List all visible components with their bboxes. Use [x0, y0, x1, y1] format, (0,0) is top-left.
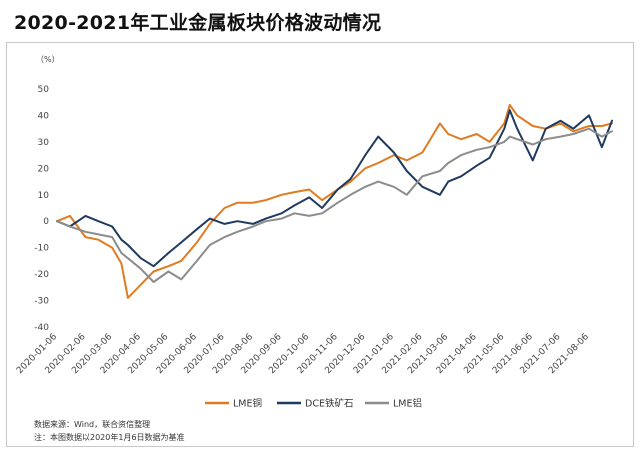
- y-tick-label: 20: [38, 164, 50, 174]
- y-tick-label: -40: [34, 323, 49, 333]
- y-tick-label: 50: [38, 85, 50, 95]
- series-line-3: [56, 127, 613, 283]
- legend-label: LME铜: [233, 398, 262, 410]
- y-tick-label: -20: [34, 270, 49, 280]
- y-tick-label: 30: [38, 138, 50, 148]
- legend-label: LME铝: [393, 398, 422, 410]
- y-tick-label: 10: [38, 191, 50, 201]
- y-tick-label: -30: [34, 297, 49, 307]
- chart-frame: [6, 42, 634, 447]
- y-tick-label: 0: [43, 217, 49, 227]
- y-axis-unit: （%）: [36, 55, 60, 64]
- series-lines: [56, 103, 613, 299]
- legend: LME铜 DCE铁矿石 LME铝: [205, 398, 422, 410]
- y-tick-label: 40: [38, 111, 50, 121]
- y-axis-ticks: -40 -30 -20 -10 0 10 20 30 40 50: [34, 85, 49, 333]
- series-line-2: [56, 109, 613, 268]
- y-tick-label: -10: [34, 244, 49, 254]
- data-source-note: 数据来源：Wind，联合资信整理: [34, 420, 151, 429]
- legend-label: DCE铁矿石: [305, 398, 353, 410]
- x-axis-ticks: 2020-01-062020-02-062020-03-062020-04-06…: [15, 332, 591, 376]
- chart-title: 2020-2021年工业金属板块价格波动情况: [14, 12, 382, 34]
- baseline-note: 注：本图数据以2020年1月6日数据为基准: [34, 433, 185, 442]
